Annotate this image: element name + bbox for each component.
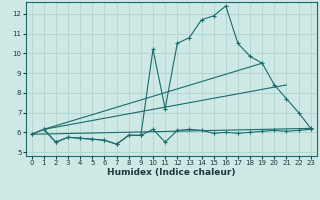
X-axis label: Humidex (Indice chaleur): Humidex (Indice chaleur) (107, 168, 236, 177)
